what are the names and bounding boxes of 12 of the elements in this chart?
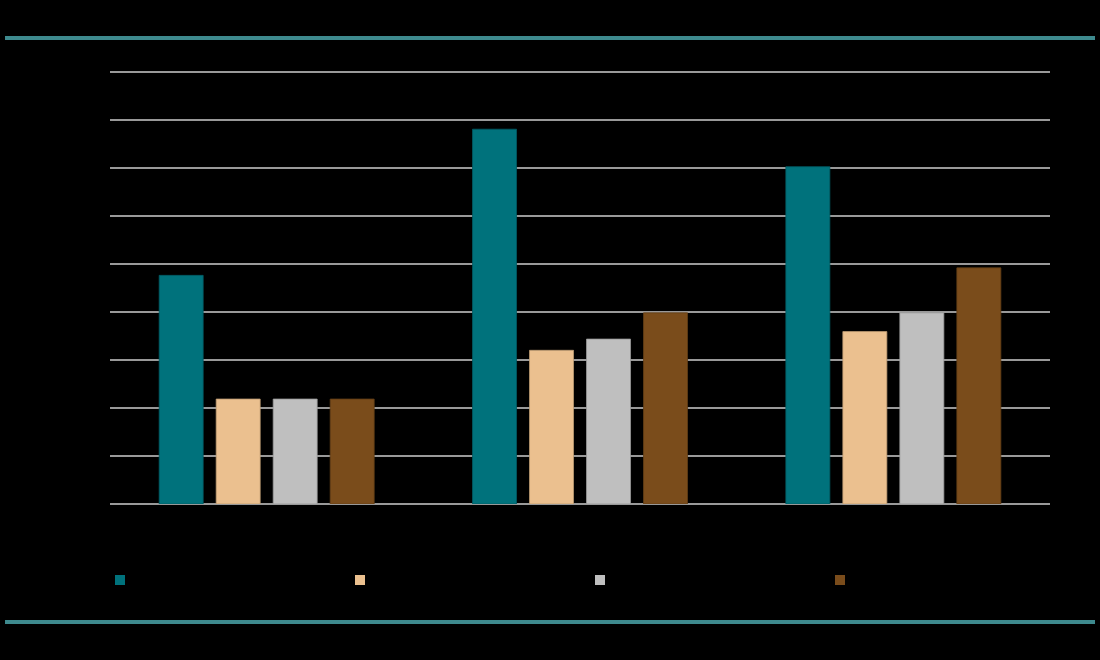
bar [215, 398, 261, 504]
bar [956, 267, 1002, 504]
bar [899, 312, 945, 504]
bar [643, 312, 688, 504]
bar [529, 349, 574, 504]
bar [785, 166, 831, 504]
bar [272, 398, 318, 504]
bar [842, 331, 888, 504]
bar [586, 338, 631, 504]
bar [158, 274, 204, 504]
bar [329, 398, 375, 504]
bar [472, 128, 517, 504]
